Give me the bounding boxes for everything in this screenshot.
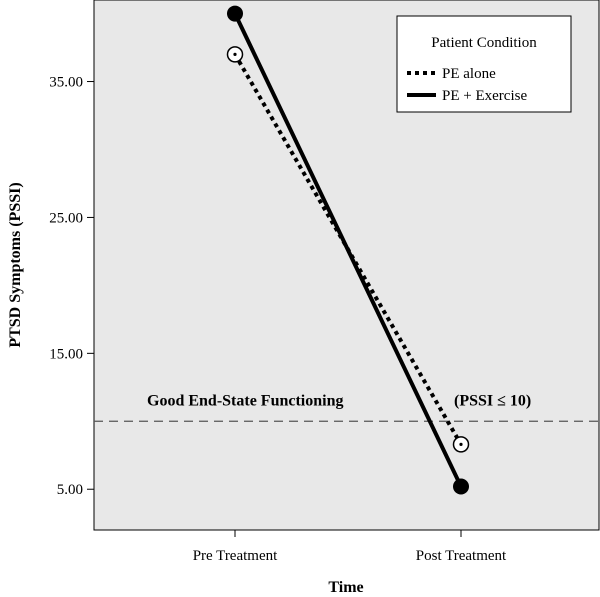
y-tick-label: 25.00 [49,210,83,226]
y-tick-label: 15.00 [49,346,83,362]
data-point-center-dot [459,442,463,446]
x-tick-label: Pre Treatment [193,548,278,564]
reference-label-right: (PSSI ≤ 10) [454,392,531,409]
series-layer [226,5,470,495]
y-tick-label: 35.00 [49,75,83,91]
legend-label-pe-exercise: PE + Exercise [442,88,527,104]
x-axis-ticks: Pre Treatment Post Treatment [193,530,507,564]
data-point-pe-exercise [227,5,243,22]
legend-title: Patient Condition [431,35,537,51]
reference-label-left: Good End-State Functioning [147,392,343,409]
legend: Patient Condition PE alone PE + Exercise [396,15,572,113]
series-line-pe-exercise [233,12,463,488]
legend-label-pe-alone: PE alone [442,66,496,82]
x-tick-label: Post Treatment [416,548,507,564]
y-tick-label: 5.00 [57,482,83,498]
y-axis-ticks: 5.00 15.00 25.00 35.00 [49,75,94,498]
x-axis-title: Time [328,579,363,596]
data-point-pe-exercise [453,478,469,495]
data-point-center-dot [233,52,237,56]
y-axis-title: PTSD Symptoms (PSSI) [7,182,24,347]
